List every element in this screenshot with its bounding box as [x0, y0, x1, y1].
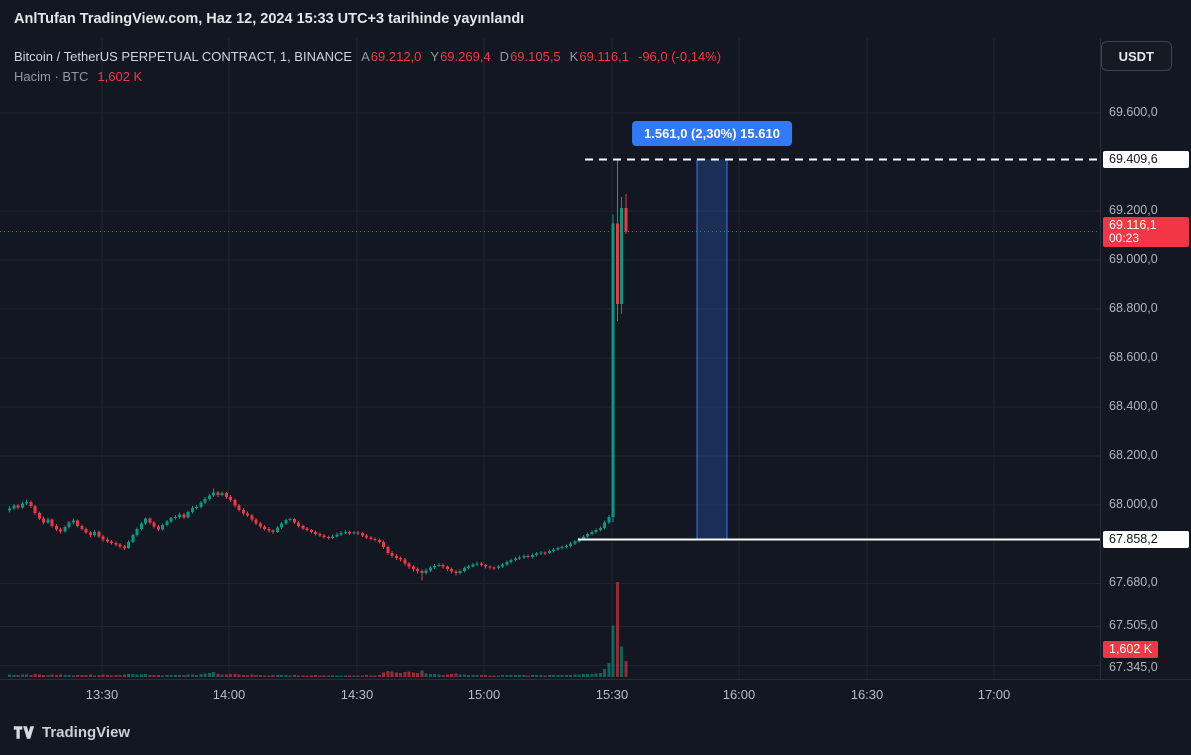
price-axis-label: 69.600,0 [1109, 105, 1158, 119]
open-letter: A [361, 48, 370, 64]
ohlc-open: A 69.212,0 [361, 49, 421, 64]
price-axis-label: 68.600,0 [1109, 350, 1158, 364]
price-axis-label: 67.505,0 [1109, 618, 1158, 632]
bar-countdown: 00:23 [1109, 231, 1140, 245]
time-axis-label: 13:30 [85, 687, 119, 702]
high-value: 69.269,4 [440, 48, 491, 64]
close-letter: K [569, 48, 579, 64]
chart-area[interactable]: Bitcoin / TetherUS PERPETUAL CONTRACT, 1… [0, 38, 1191, 679]
price-axis-label: 68.800,0 [1109, 301, 1158, 315]
low-letter: D [499, 48, 510, 64]
published-text: AnlTufan TradingView.com, Haz 12, 2024 1… [14, 11, 525, 27]
legend-volume-row: Hacim · BTC 1,602 K [14, 66, 721, 86]
price-axis-label: 69.200,0 [1109, 203, 1158, 217]
published-bar: AnlTufan TradingView.com, Haz 12, 2024 1… [0, 0, 1191, 38]
time-axis-label: 16:00 [722, 687, 756, 702]
price-axis-label: 69.409,6 [1103, 151, 1189, 168]
time-axis-label: 15:30 [595, 687, 629, 702]
tradingview-brand-text[interactable]: TradingView [42, 723, 131, 741]
footer-bar: TradingView [0, 709, 1191, 755]
price-axis[interactable]: 69.600,0 69.409,6 69.200,0 69.116,1 00:23 69.… [1100, 38, 1191, 679]
low-value: 69.105,5 [510, 48, 561, 64]
measure-tool-badge[interactable]: 1.561,0 (2,30%) 15.610 [632, 121, 792, 146]
price-axis-label: 67.858,2 [1103, 531, 1189, 548]
time-axis-label: 14:30 [340, 687, 374, 702]
change-value: -96,0 (-0,14%) [637, 48, 722, 64]
chart-legend: Bitcoin / TetherUS PERPETUAL CONTRACT, 1… [14, 46, 721, 86]
price-axis-label: 69.000,0 [1109, 252, 1158, 266]
time-axis-label: 16:30 [850, 687, 884, 702]
price-axis-label: 69.116,1 00:23 [1103, 217, 1189, 247]
price-axis-label: 68.000,0 [1109, 497, 1158, 511]
time-axis[interactable]: 13:30 14:00 14:30 15:00 15:30 16:00 16:30 17:00 [0, 679, 1191, 709]
price-chart-svg[interactable] [0, 38, 1100, 679]
price-axis-label: 67.345,0 [1109, 660, 1158, 674]
legend-symbol-row: Bitcoin / TetherUS PERPETUAL CONTRACT, 1… [14, 46, 721, 66]
close-value: 69.116,1 [579, 48, 629, 64]
ohlc-close: K 69.116,1 [570, 49, 629, 64]
volume-value: 1,602 K [97, 68, 143, 84]
volume-label: Hacim · BTC [14, 68, 89, 84]
open-value: 69.212,0 [370, 48, 422, 64]
time-axis-label: 17:00 [977, 687, 1011, 702]
time-axis-label: 14:00 [212, 687, 246, 702]
price-axis-label: 68.400,0 [1109, 399, 1158, 413]
tradingview-logo-icon[interactable] [13, 724, 35, 741]
price-axis-label: 67.680,0 [1109, 575, 1158, 589]
symbol-title: Bitcoin / TetherUS PERPETUAL CONTRACT, 1… [14, 48, 353, 64]
price-axis-label: 1,602 K [1103, 641, 1159, 658]
price-axis-label: 68.200,0 [1109, 448, 1158, 462]
ohlc-low: D 69.105,5 [500, 49, 561, 64]
currency-toggle-button[interactable]: USDT [1100, 41, 1172, 71]
ohlc-high: Y 69.269,4 [430, 49, 490, 64]
time-axis-label: 15:00 [467, 687, 501, 702]
high-letter: Y [430, 48, 440, 64]
